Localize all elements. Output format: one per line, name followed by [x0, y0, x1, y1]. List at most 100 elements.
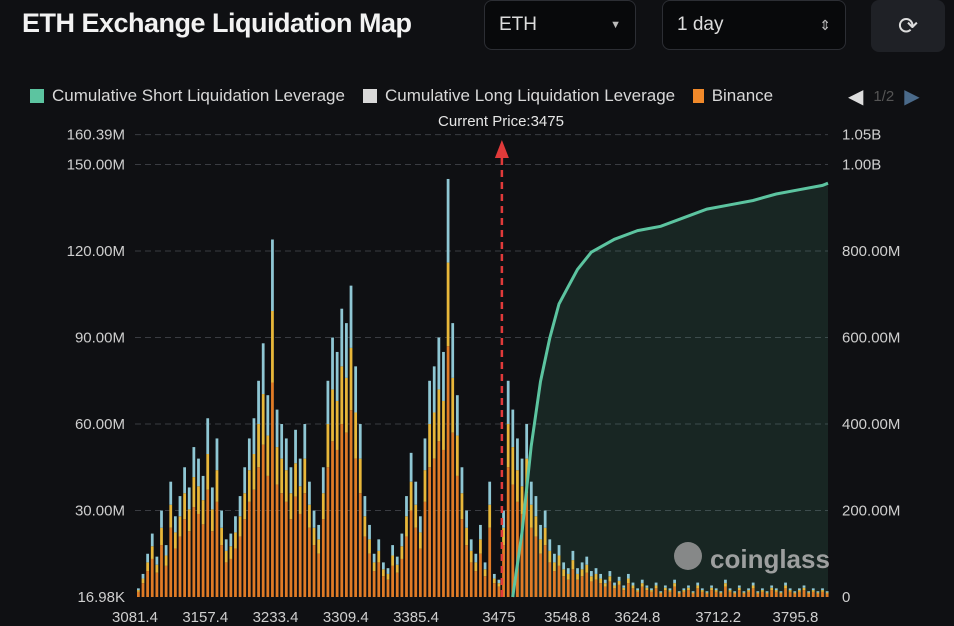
bar-binance [585, 572, 589, 597]
bar-bybit [220, 510, 223, 528]
y-left-tick-label: 90.00M [75, 330, 125, 347]
bar-bybit [349, 285, 353, 348]
legend-next-icon[interactable]: ▶ [904, 86, 920, 108]
bar-bybit [252, 418, 256, 455]
bar-okx [756, 592, 760, 594]
bar-okx [358, 458, 362, 494]
bar-okx [289, 493, 293, 520]
bar-okx [617, 580, 621, 585]
bar-binance [825, 593, 829, 597]
bar-binance [788, 591, 792, 597]
bar-binance [326, 467, 330, 597]
coin-select[interactable]: ETH ▼ [484, 0, 636, 50]
bar-binance [502, 545, 505, 597]
refresh-button[interactable]: ⟳ [871, 0, 945, 52]
bar-okx [548, 550, 552, 563]
chevron-down-icon: ▼ [610, 19, 621, 31]
period-select[interactable]: 1 day ⇕ [662, 0, 846, 50]
bar-okx [631, 585, 635, 589]
bar-okx [234, 532, 237, 549]
bar-bybit [469, 539, 473, 551]
bar-okx [742, 592, 746, 594]
bar-binance [358, 493, 362, 597]
bar-okx [599, 578, 603, 584]
bar-bybit [779, 591, 783, 593]
bar-bybit [696, 582, 700, 586]
bar-okx [169, 504, 173, 528]
watermark-text: coinglass [710, 544, 830, 574]
bar-bybit [816, 591, 820, 593]
bar-binance [761, 591, 764, 597]
bar-okx [793, 592, 797, 594]
bar-bybit [331, 337, 334, 390]
bar-bybit [289, 467, 293, 494]
bar-bybit [622, 585, 626, 588]
bar-bybit [455, 395, 459, 436]
bar-bybit [802, 585, 806, 588]
bar-bybit [608, 571, 612, 577]
bar-bybit [395, 556, 399, 565]
bar-bybit [516, 438, 519, 471]
current-price-arrow-icon [494, 140, 509, 158]
bar-okx [502, 527, 505, 546]
bar-okx [187, 509, 191, 532]
bar-okx [659, 592, 663, 594]
bar-okx [312, 527, 316, 546]
bar-bybit [451, 323, 455, 378]
bar-binance [243, 519, 247, 597]
bar-okx [497, 583, 501, 587]
bar-okx [673, 583, 676, 587]
bar-okx [747, 590, 750, 592]
bar-binance [705, 593, 709, 597]
legend-item-binance[interactable]: Binance [693, 86, 773, 106]
y-right-tick-label: 600.00M [842, 330, 900, 347]
legend-page: 1/2 [873, 88, 895, 105]
bar-bybit [428, 380, 431, 425]
bar-bybit [617, 576, 621, 581]
bar-okx [492, 578, 496, 584]
bar-binance [677, 593, 681, 597]
legend-prev-icon[interactable]: ◀ [848, 86, 864, 108]
bar-okx [354, 412, 358, 459]
bar-binance [798, 591, 801, 597]
bar-binance [714, 591, 718, 597]
bar-binance [534, 536, 538, 597]
bar-binance [742, 593, 746, 597]
bar-okx [437, 389, 441, 442]
legend-swatch [30, 89, 44, 103]
bar-bybit [280, 424, 284, 459]
bar-binance [308, 527, 311, 597]
bar-binance [173, 548, 177, 597]
bar-binance [423, 501, 427, 597]
bar-okx [229, 546, 233, 559]
bar-binance [155, 572, 159, 597]
legend-item-long[interactable]: Cumulative Long Liquidation Leverage [362, 86, 675, 106]
bar-bybit [774, 588, 778, 591]
bar-bybit [566, 568, 570, 574]
legend-swatch [362, 89, 377, 103]
bar-okx [409, 481, 413, 511]
bar-binance [146, 571, 150, 597]
bar-bybit [308, 481, 311, 505]
bar-binance [659, 593, 663, 597]
bar-binance [446, 346, 450, 597]
page-title: ETH Exchange Liquidation Map [22, 8, 412, 38]
bar-binance [525, 493, 529, 597]
bar-binance [414, 527, 418, 597]
bar-binance [728, 591, 732, 597]
bar-okx [825, 592, 829, 594]
bar-binance [280, 493, 284, 597]
bar-bybit [492, 573, 496, 579]
bar-binance [765, 593, 769, 597]
legend-item-short[interactable]: Cumulative Short Liquidation Leverage [30, 86, 345, 106]
bar-okx [150, 546, 154, 559]
bar-okx [400, 546, 404, 559]
bar-binance [599, 583, 603, 597]
bar-binance [751, 588, 755, 597]
bar-okx [418, 532, 422, 549]
bar-okx [455, 435, 459, 476]
bar-bybit [192, 447, 196, 478]
bar-binance [210, 531, 214, 597]
bar-bybit [224, 539, 228, 551]
bar-okx [372, 562, 376, 572]
